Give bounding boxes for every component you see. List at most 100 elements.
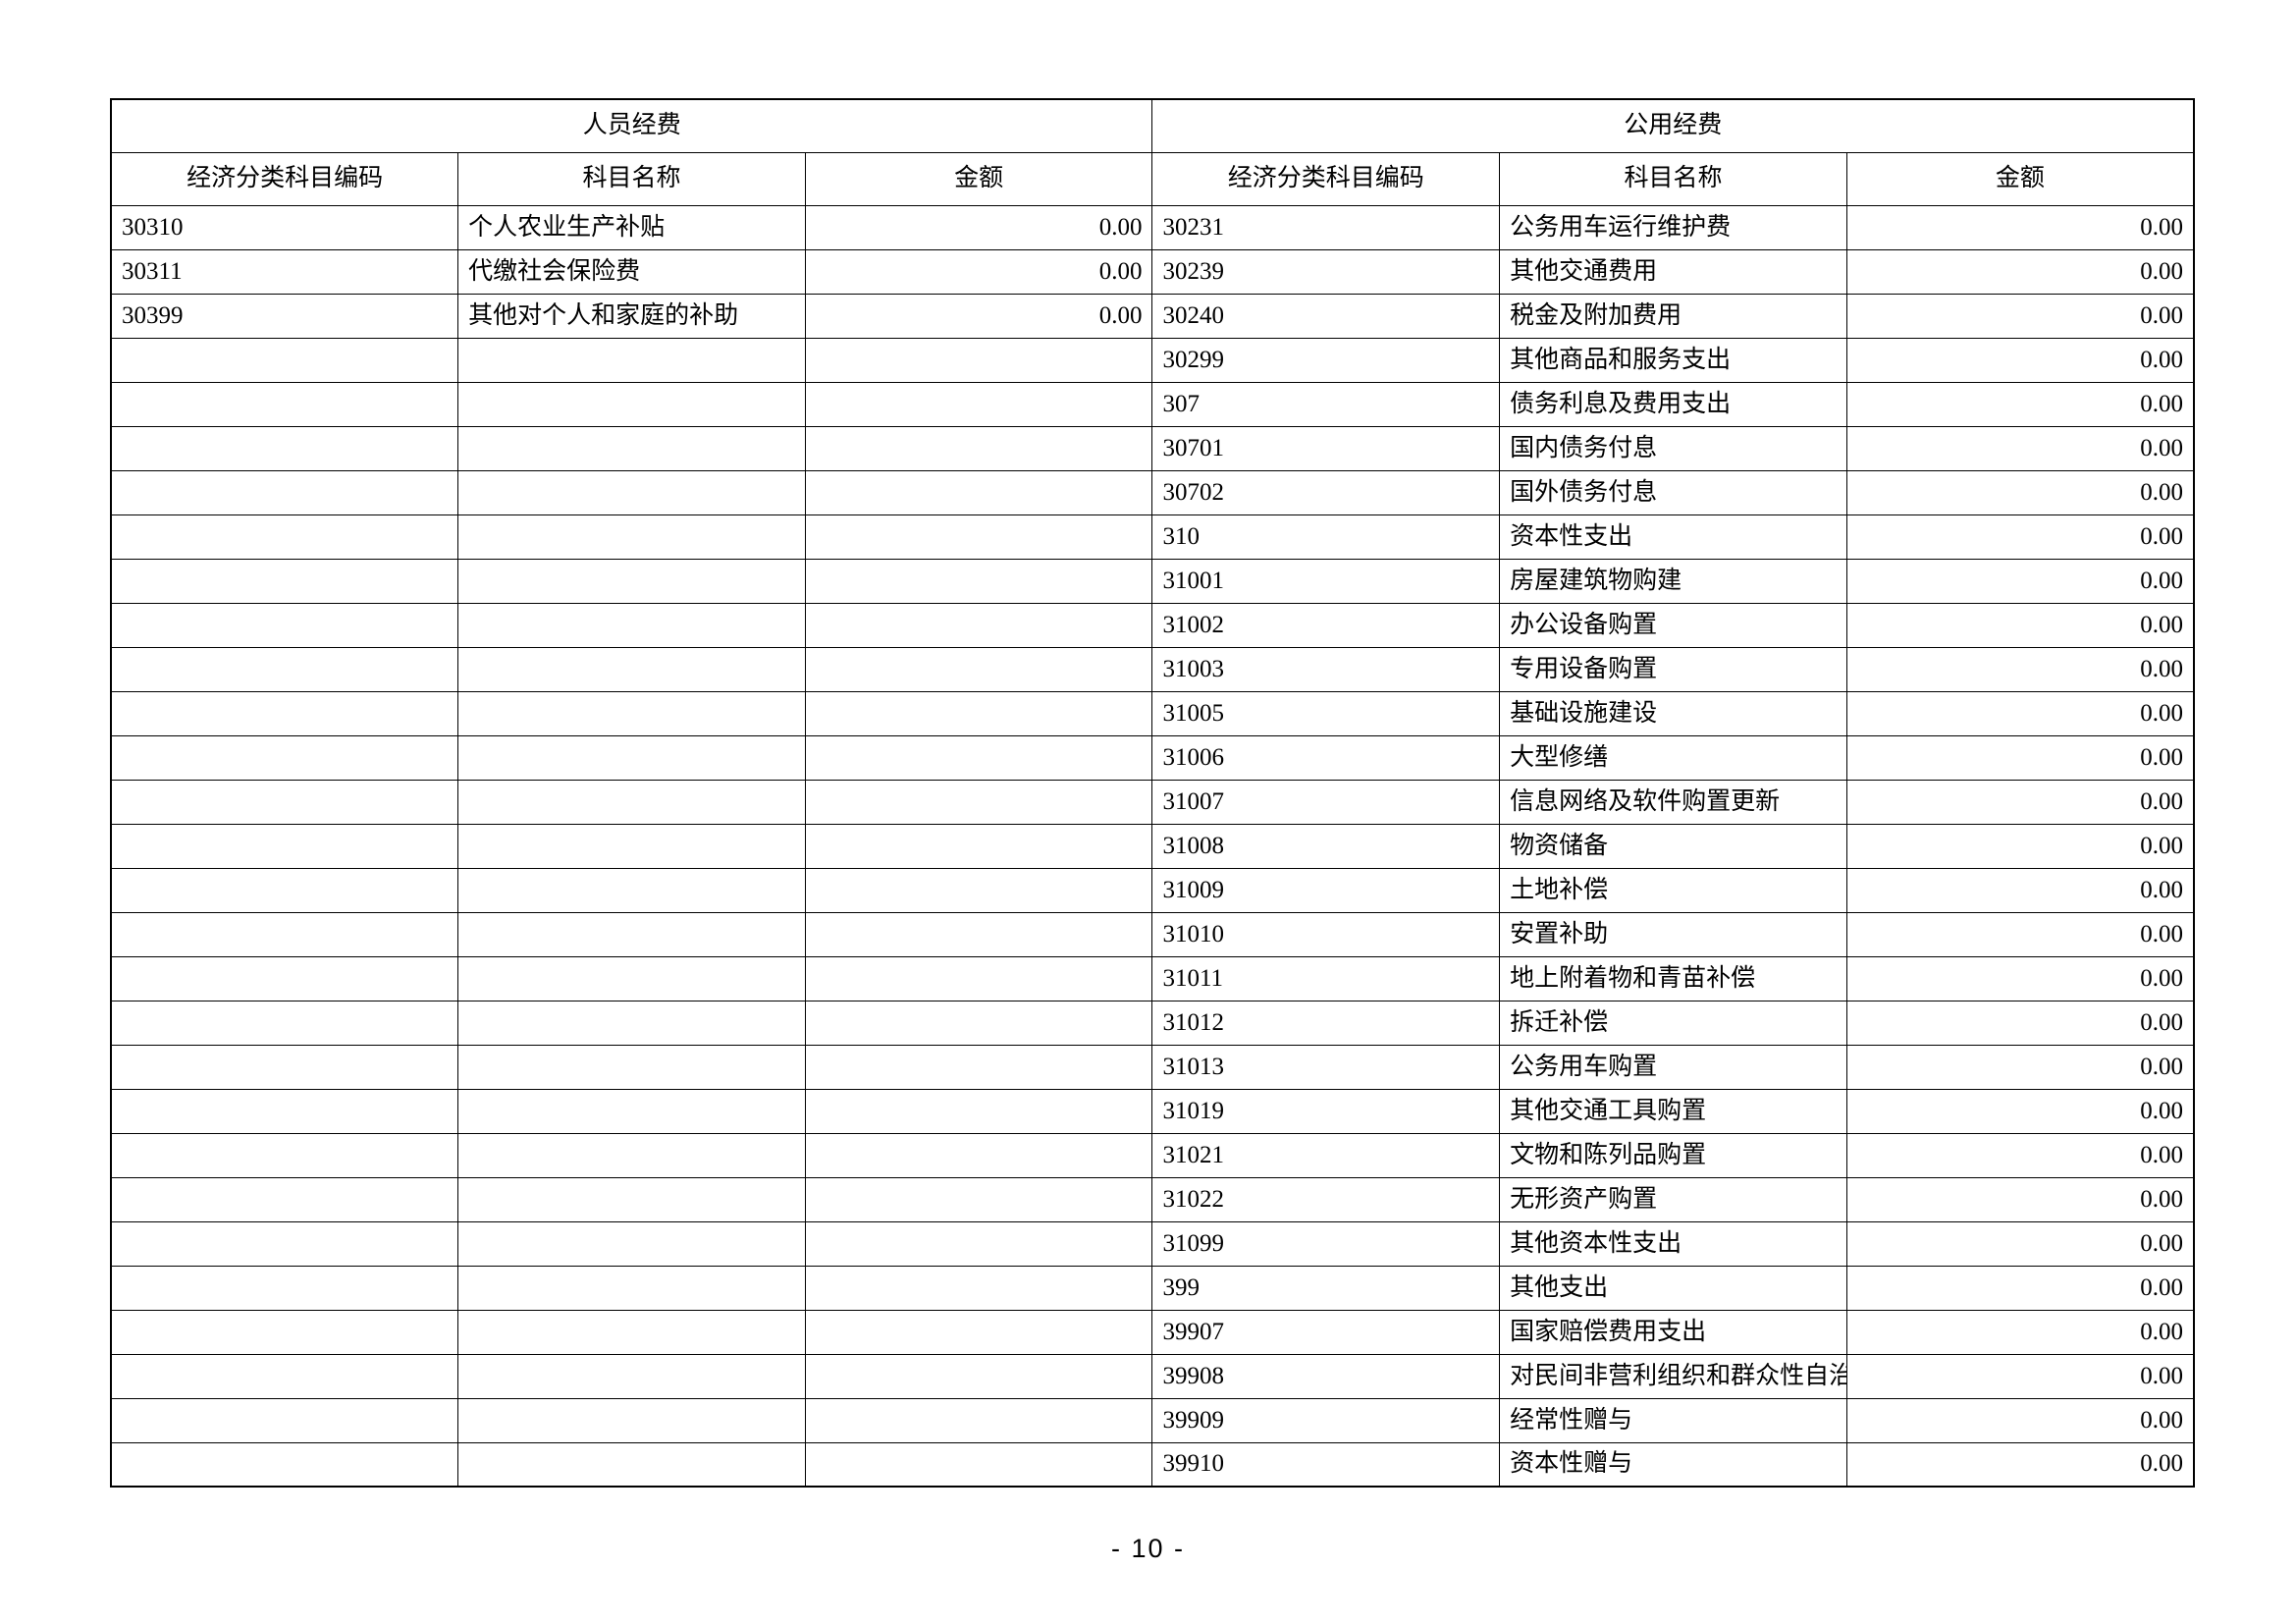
cell-public-name: 公务用车运行维护费	[1499, 204, 1847, 250]
column-header-personnel-name: 科目名称	[457, 151, 806, 206]
cell-public-name: 其他交通费用	[1499, 248, 1847, 295]
cell-personnel-amount	[804, 867, 1153, 913]
cell-personnel-amount	[804, 734, 1153, 781]
cell-public-amount: 0.00	[1845, 690, 2195, 736]
cell-personnel-name	[457, 823, 806, 869]
cell-public-name: 对民间非营利组织和群众性自治组织补贴	[1499, 1353, 1847, 1399]
table-row: 31010 安置补助 0.00	[110, 911, 2195, 957]
cell-personnel-code	[110, 911, 459, 957]
table-row: 30311 代缴社会保险费 0.00 30239 其他交通费用 0.00	[110, 248, 2195, 295]
cell-public-amount: 0.00	[1845, 602, 2195, 648]
cell-personnel-name	[457, 734, 806, 781]
cell-public-code: 31022	[1151, 1176, 1501, 1222]
cell-public-amount: 0.00	[1845, 469, 2195, 515]
cell-public-amount: 0.00	[1845, 911, 2195, 957]
cell-public-name: 地上附着物和青苗补偿	[1499, 955, 1847, 1001]
cell-public-amount: 0.00	[1845, 1397, 2195, 1443]
cell-personnel-name	[457, 1265, 806, 1311]
cell-personnel-amount	[804, 425, 1153, 471]
cell-personnel-code	[110, 1309, 459, 1355]
table-row: 31011 地上附着物和青苗补偿 0.00	[110, 955, 2195, 1001]
cell-public-code: 30702	[1151, 469, 1501, 515]
column-header-public-name: 科目名称	[1499, 151, 1847, 206]
cell-personnel-code	[110, 1132, 459, 1178]
cell-personnel-code	[110, 1265, 459, 1311]
cell-personnel-code	[110, 1000, 459, 1046]
cell-public-name: 国外债务付息	[1499, 469, 1847, 515]
cell-public-amount: 0.00	[1845, 248, 2195, 295]
group-header-public: 公用经费	[1151, 98, 2195, 153]
cell-personnel-code	[110, 779, 459, 825]
cell-personnel-amount	[804, 1000, 1153, 1046]
cell-public-code: 39908	[1151, 1353, 1501, 1399]
cell-personnel-name	[457, 1220, 806, 1267]
group-header-row: 人员经费 公用经费	[110, 98, 2195, 153]
cell-public-name: 经常性赠与	[1499, 1397, 1847, 1443]
cell-public-amount: 0.00	[1845, 955, 2195, 1001]
cell-public-code: 31006	[1151, 734, 1501, 781]
cell-public-amount: 0.00	[1845, 1000, 2195, 1046]
table-row: 39907 国家赔偿费用支出 0.00	[110, 1309, 2195, 1355]
cell-personnel-amount	[804, 1176, 1153, 1222]
cell-personnel-code	[110, 734, 459, 781]
table-row: 399 其他支出 0.00	[110, 1265, 2195, 1311]
cell-personnel-name	[457, 1397, 806, 1443]
cell-personnel-name	[457, 1309, 806, 1355]
cell-personnel-name	[457, 1441, 806, 1488]
cell-personnel-code	[110, 823, 459, 869]
table-row: 31012 拆迁补偿 0.00	[110, 1000, 2195, 1046]
cell-public-name: 其他资本性支出	[1499, 1220, 1847, 1267]
table-row: 31003 专用设备购置 0.00	[110, 646, 2195, 692]
cell-public-code: 30231	[1151, 204, 1501, 250]
cell-public-name: 国内债务付息	[1499, 425, 1847, 471]
cell-personnel-code: 30310	[110, 204, 459, 250]
cell-public-code: 31013	[1151, 1044, 1501, 1090]
cell-public-amount: 0.00	[1845, 1088, 2195, 1134]
cell-personnel-name	[457, 955, 806, 1001]
cell-personnel-name	[457, 514, 806, 560]
cell-personnel-name	[457, 1176, 806, 1222]
cell-personnel-amount	[804, 779, 1153, 825]
table-row: 30299 其他商品和服务支出 0.00	[110, 337, 2195, 383]
cell-personnel-amount	[804, 381, 1153, 427]
cell-personnel-name	[457, 381, 806, 427]
cell-personnel-code	[110, 1044, 459, 1090]
cell-public-name: 大型修缮	[1499, 734, 1847, 781]
cell-public-amount: 0.00	[1845, 204, 2195, 250]
cell-personnel-amount	[804, 1088, 1153, 1134]
column-header-row: 经济分类科目编码 科目名称 金额 经济分类科目编码 科目名称 金额	[110, 151, 2195, 206]
cell-public-amount: 0.00	[1845, 646, 2195, 692]
cell-public-code: 31012	[1151, 1000, 1501, 1046]
budget-table-container: 人员经费 公用经费 经济分类科目编码 科目名称 金额 经济分类科目编码 科目名称…	[110, 98, 2195, 1488]
cell-personnel-amount	[804, 1132, 1153, 1178]
column-header-public-amount: 金额	[1845, 151, 2195, 206]
cell-public-code: 30299	[1151, 337, 1501, 383]
cell-public-code: 31002	[1151, 602, 1501, 648]
cell-public-amount: 0.00	[1845, 1309, 2195, 1355]
cell-public-name: 办公设备购置	[1499, 602, 1847, 648]
table-row: 39910 资本性赠与 0.00	[110, 1441, 2195, 1488]
cell-personnel-code	[110, 381, 459, 427]
cell-public-code: 310	[1151, 514, 1501, 560]
cell-public-amount: 0.00	[1845, 425, 2195, 471]
cell-public-amount: 0.00	[1845, 1220, 2195, 1267]
cell-personnel-code: 30311	[110, 248, 459, 295]
column-header-personnel-code: 经济分类科目编码	[110, 151, 459, 206]
table-row: 39908对民间非营利组织和群众性自治组织补贴0.00	[110, 1353, 2195, 1399]
cell-public-amount: 0.00	[1845, 381, 2195, 427]
cell-personnel-code	[110, 602, 459, 648]
table-row: 31005 基础设施建设 0.00	[110, 690, 2195, 736]
cell-public-name: 拆迁补偿	[1499, 1000, 1847, 1046]
cell-public-amount: 0.00	[1845, 823, 2195, 869]
cell-public-name: 安置补助	[1499, 911, 1847, 957]
budget-table: 人员经费 公用经费 经济分类科目编码 科目名称 金额 经济分类科目编码 科目名称…	[110, 98, 2195, 1488]
table-row: 31006 大型修缮 0.00	[110, 734, 2195, 781]
cell-public-code: 307	[1151, 381, 1501, 427]
cell-personnel-code	[110, 1088, 459, 1134]
cell-personnel-name: 其他对个人和家庭的补助	[457, 293, 806, 339]
cell-public-code: 31008	[1151, 823, 1501, 869]
cell-public-code: 31005	[1151, 690, 1501, 736]
table-row: 30701 国内债务付息 0.00	[110, 425, 2195, 471]
table-row: 39909 经常性赠与 0.00	[110, 1397, 2195, 1443]
cell-personnel-amount	[804, 337, 1153, 383]
